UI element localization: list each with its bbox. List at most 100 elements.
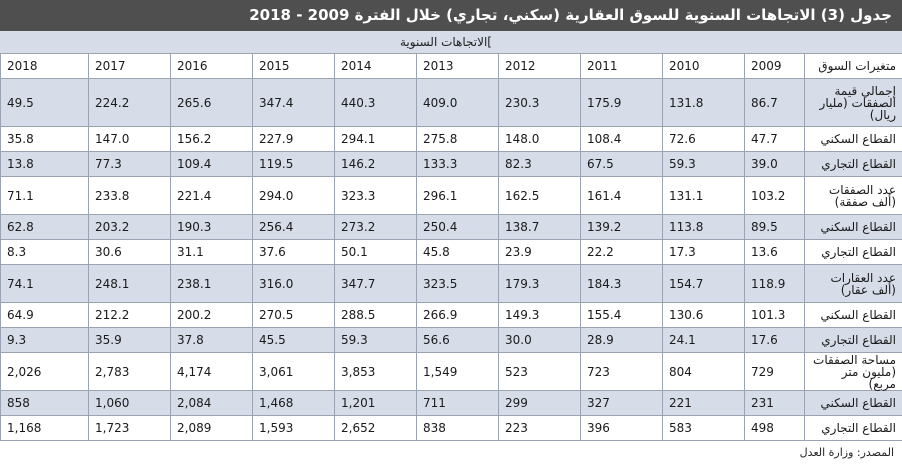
header-row: متغيرات السوق 2009 2010 2011 2012 2013 2… [0, 53, 902, 79]
table-row: القطاع التجاري 498 583 396 223 838 2,652 1,593 2… [0, 415, 902, 441]
table-row: إجمالي قيمة الصفقات (مليار ريال) 86.7 131.… [0, 78, 902, 127]
table-cell: 1,549 [416, 352, 499, 391]
table-cell: 347.7 [334, 264, 417, 303]
table-cell: 71.1 [0, 176, 89, 215]
table-cell: 138.7 [498, 214, 581, 240]
table-cell: 275.8 [416, 126, 499, 152]
table-cell: 184.3 [580, 264, 663, 303]
table-cell: 1,168 [0, 415, 89, 441]
table-cell: 72.6 [662, 126, 745, 152]
table-cell: 711 [416, 390, 499, 416]
table-cell: 729 [744, 352, 805, 391]
table-cell: 583 [662, 415, 745, 441]
table-cell: 190.3 [170, 214, 253, 240]
table-cell: 37.6 [252, 239, 335, 265]
table-cell: 248.1 [88, 264, 171, 303]
table-cell: 147.0 [88, 126, 171, 152]
table-cell: 45.8 [416, 239, 499, 265]
table-row: القطاع السكني 89.5 113.8 139.2 138.7 250.4 273… [0, 214, 902, 240]
table-cell: 77.3 [88, 151, 171, 177]
table-row: مساحة الصفقات (مليون متر مربع) 729 804 723 5… [0, 352, 902, 391]
table-cell: 133.3 [416, 151, 499, 177]
table-cell: 101.3 [744, 302, 805, 328]
table-cell: 149.3 [498, 302, 581, 328]
table-cell: 49.5 [0, 78, 89, 127]
table-cell: 288.5 [334, 302, 417, 328]
table-cell: 113.8 [662, 214, 745, 240]
table-cell: 2,026 [0, 352, 89, 391]
table-cell: 9.3 [0, 327, 89, 353]
year-header: 2009 [744, 53, 805, 79]
year-header: 2010 [662, 53, 745, 79]
table-cell: 31.1 [170, 239, 253, 265]
table-cell: 45.5 [252, 327, 335, 353]
table-cell: 59.3 [662, 151, 745, 177]
table-cell: 256.4 [252, 214, 335, 240]
table-cell: 1,723 [88, 415, 171, 441]
table-cell: 155.4 [580, 302, 663, 328]
table-row: القطاع التجاري 39.0 59.3 67.5 82.3 133.3 146.2… [0, 151, 902, 177]
table-cell: 103.2 [744, 176, 805, 215]
table-cell: 24.1 [662, 327, 745, 353]
table-cell: 108.4 [580, 126, 663, 152]
table-cell: 146.2 [334, 151, 417, 177]
row-label: القطاع السكني [804, 126, 902, 152]
row-label: القطاع التجاري [804, 327, 902, 353]
table-cell: 30.0 [498, 327, 581, 353]
row-label: القطاع التجاري [804, 415, 902, 441]
table-cell: 162.5 [498, 176, 581, 215]
table-cell: 1,201 [334, 390, 417, 416]
table-cell: 723 [580, 352, 663, 391]
table-cell: 523 [498, 352, 581, 391]
table-cell: 67.5 [580, 151, 663, 177]
table-cell: 212.2 [88, 302, 171, 328]
table-cell: 323.5 [416, 264, 499, 303]
year-header: 2012 [498, 53, 581, 79]
table-cell: 231 [744, 390, 805, 416]
table-cell: 221 [662, 390, 745, 416]
table-cell: 4,174 [170, 352, 253, 391]
year-header: 2013 [416, 53, 499, 79]
table-cell: 74.1 [0, 264, 89, 303]
table-cell: 89.5 [744, 214, 805, 240]
year-header: 2017 [88, 53, 171, 79]
table-cell: 179.3 [498, 264, 581, 303]
table-cell: 139.2 [580, 214, 663, 240]
year-header: 2016 [170, 53, 253, 79]
table-cell: 119.5 [252, 151, 335, 177]
row-label: عدد الصفقات (ألف صفقة) [804, 176, 902, 215]
table-cell: 230.3 [498, 78, 581, 127]
table-cell: 50.1 [334, 239, 417, 265]
table-cell: 131.1 [662, 176, 745, 215]
table-cell: 299 [498, 390, 581, 416]
table-cell: 1,593 [252, 415, 335, 441]
table-cell: 62.8 [0, 214, 89, 240]
table-cell: 3,061 [252, 352, 335, 391]
year-header: 2011 [580, 53, 663, 79]
table-cell: 327 [580, 390, 663, 416]
table-cell: 396 [580, 415, 663, 441]
table-row: القطاع السكني 47.7 72.6 108.4 148.0 275.8 294.… [0, 126, 902, 152]
table-cell: 804 [662, 352, 745, 391]
table-subheader: ]الاتجاهات السنوية [0, 31, 902, 53]
table-cell: 109.4 [170, 151, 253, 177]
table-cell: 47.7 [744, 126, 805, 152]
table-cell: 64.9 [0, 302, 89, 328]
table-cell: 323.3 [334, 176, 417, 215]
table-cell: 3,853 [334, 352, 417, 391]
table-cell: 294.0 [252, 176, 335, 215]
data-table: متغيرات السوق 2009 2010 2011 2012 2013 2… [0, 53, 902, 441]
table-cell: 250.4 [416, 214, 499, 240]
table-cell: 2,652 [334, 415, 417, 441]
table-cell: 200.2 [170, 302, 253, 328]
table-cell: 347.4 [252, 78, 335, 127]
row-label: القطاع السكني [804, 390, 902, 416]
table-cell: 59.3 [334, 327, 417, 353]
table-cell: 17.3 [662, 239, 745, 265]
table-cell: 266.9 [416, 302, 499, 328]
label-header: متغيرات السوق [804, 53, 902, 79]
table-cell: 154.7 [662, 264, 745, 303]
table-row: عدد الصفقات (ألف صفقة) 103.2 131.1 161.4 162… [0, 176, 902, 215]
table-cell: 175.9 [580, 78, 663, 127]
